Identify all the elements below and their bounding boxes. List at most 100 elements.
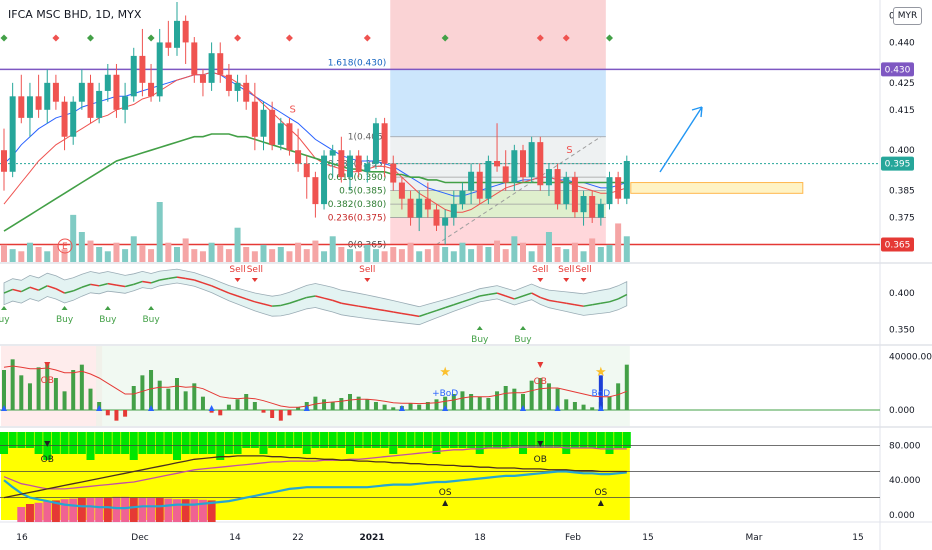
oscillator-line [341, 302, 351, 306]
volume-bar [312, 240, 319, 262]
stoch-top-bar [527, 432, 536, 448]
volume-bar [563, 249, 570, 262]
volume-bar [347, 249, 353, 262]
stoch-top-bar [397, 432, 406, 448]
stoch-bottom-bar [51, 500, 60, 522]
oscillator-line [142, 280, 152, 284]
stoch-bottom-bar [112, 496, 121, 522]
stoch-top-bar [579, 432, 588, 448]
macd-histogram-bar [71, 370, 76, 410]
candle-body [26, 96, 33, 118]
candle-body [269, 109, 276, 145]
stoch-top-bar [129, 432, 138, 460]
oscillator-axis-tick: 0.400 [889, 289, 915, 299]
stoch-top-bar [588, 432, 597, 448]
stoch-top-bar [510, 432, 519, 448]
star-icon: ★ [439, 365, 451, 380]
macd-histogram-bar [53, 378, 58, 410]
volume-bar [156, 202, 163, 262]
buy-signal-label: Buy [514, 335, 532, 345]
volume-bar [372, 249, 379, 262]
oscillator-line [427, 309, 437, 315]
stoch-bottom-bar [190, 499, 199, 522]
oscillator-line [583, 303, 593, 307]
stoch-top-bar [86, 432, 95, 460]
oscillator-line [29, 286, 39, 291]
macd-histogram-bar [512, 388, 517, 410]
volume-bar [96, 247, 103, 262]
stoch-top-bar [155, 432, 164, 454]
macd-event-arrow [520, 405, 526, 411]
sell-signal-label: Sell [532, 265, 548, 275]
sell-signal-label: Sell [247, 265, 263, 275]
buy-signal-label: Buy [142, 315, 160, 325]
fib-trend-line [436, 136, 602, 245]
oscillator-line [194, 279, 204, 284]
stoch-top-bar [614, 432, 623, 448]
buy-signal-arrow [148, 306, 155, 310]
candle-body [407, 198, 414, 218]
macd-histogram-bar [434, 399, 439, 410]
candle-body [35, 96, 42, 110]
volume-bar [104, 251, 111, 262]
oscillator-line [453, 301, 463, 306]
candle-body [372, 123, 379, 164]
volume-bar [26, 242, 33, 262]
oscillator-line [323, 297, 333, 302]
candle-body [18, 96, 25, 118]
stoch-top-bar [553, 432, 562, 448]
stoch-top-bar [69, 432, 78, 454]
volume-bar [571, 242, 578, 262]
volume-bar [277, 247, 284, 262]
candle-body [502, 166, 509, 183]
oscillator-line [505, 295, 515, 300]
sell-signal-arrow [563, 278, 570, 282]
macd-histogram-bar [572, 402, 577, 410]
stoch-axis-tick: 0.000 [889, 511, 915, 521]
signal-diamond [536, 34, 544, 42]
macd-axis-tick: 40000.000 [889, 353, 932, 363]
candle-body [44, 82, 51, 110]
candle-body [520, 150, 526, 178]
candle-body [130, 55, 137, 97]
stoch-top-bar [302, 432, 311, 454]
signal-diamond [147, 34, 155, 42]
oscillator-line [150, 279, 160, 284]
volume-bar [78, 232, 85, 262]
candle-body [338, 150, 345, 178]
macd-histogram-bar [365, 399, 370, 410]
volume-bar [476, 244, 483, 262]
macd-histogram-bar [546, 383, 551, 410]
oscillator-line [557, 301, 567, 305]
candle-body [148, 82, 155, 97]
price-label-text: 0.365 [885, 241, 911, 251]
sell-signal-arrow [537, 278, 544, 282]
symbol-title: IFCA MSC BHD, 1D, MYX [8, 8, 142, 21]
oscillator-line [540, 296, 550, 302]
stoch-top-bar [25, 432, 34, 448]
signal-diamond [441, 34, 449, 42]
stoch-top-bar [198, 432, 207, 454]
candle-body [208, 53, 215, 83]
volume-bar [329, 236, 336, 262]
candle-body [355, 155, 362, 172]
stoch-bottom-bar [155, 498, 164, 522]
macd-histogram-bar [149, 370, 154, 410]
price-axis-tick: 0.440 [889, 38, 915, 48]
price-label-box [881, 237, 914, 252]
fib-level-label: 1(0.405) [348, 133, 387, 143]
signal-diamond [234, 34, 242, 42]
macd-event-arrow [554, 405, 561, 411]
candle-body [381, 123, 388, 164]
oscillator-line [384, 309, 394, 313]
time-axis-tick: 14 [229, 533, 241, 543]
macd-histogram-bar [451, 394, 456, 410]
oscillator-line [349, 303, 359, 307]
currency-button[interactable]: MYR [893, 7, 922, 25]
stoch-top-bar [596, 432, 605, 448]
stoch-top-bar [17, 432, 26, 448]
volume-bar [9, 249, 16, 262]
volume-bar [398, 249, 405, 262]
stoch-bottom-bar [34, 502, 43, 522]
oscillator-line [202, 282, 212, 287]
